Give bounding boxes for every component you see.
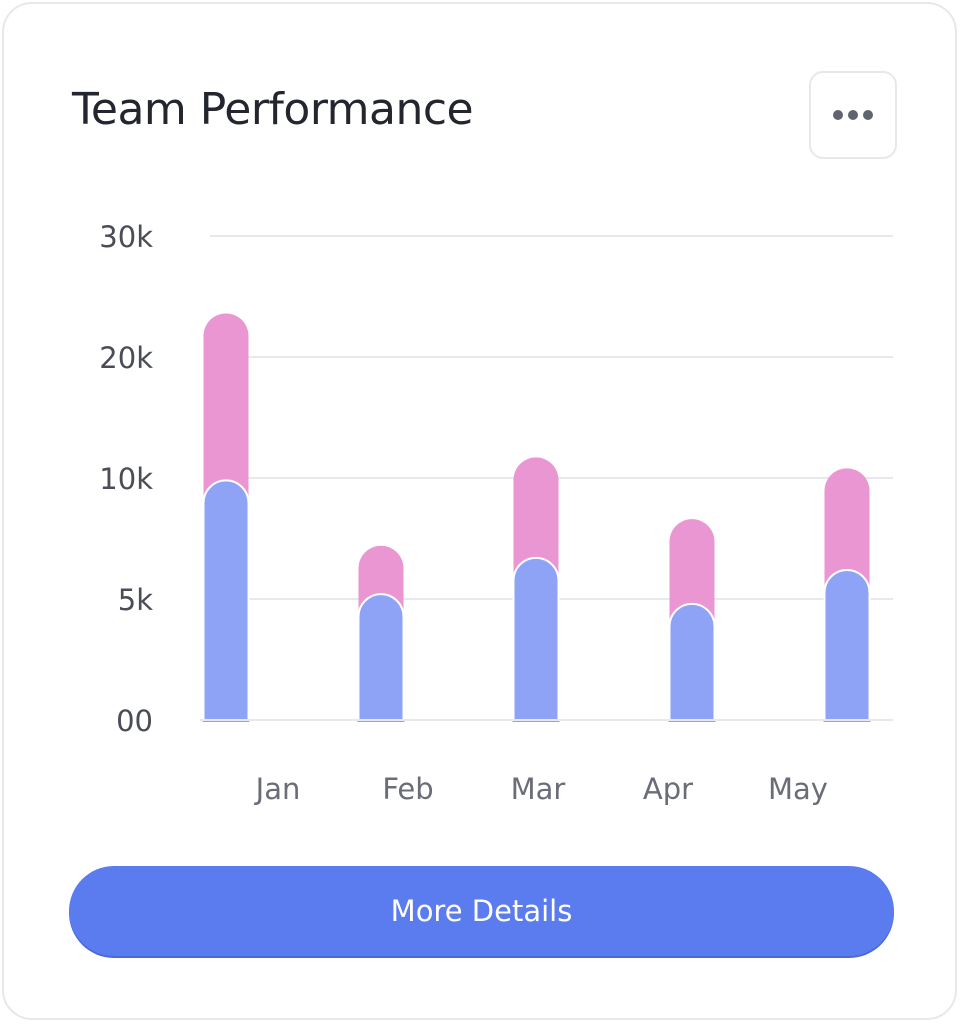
y-tick-label: 20k	[99, 341, 153, 375]
y-tick-label: 10k	[99, 462, 153, 496]
x-tick-label: Jan	[254, 772, 301, 806]
more-options-button[interactable]	[809, 71, 897, 159]
bar-segment-bottom	[202, 479, 250, 721]
bar-segment-top	[824, 468, 870, 593]
x-tick-label: Feb	[382, 772, 433, 806]
x-tick-label: Mar	[511, 772, 566, 806]
y-tick-label: 30k	[99, 220, 153, 254]
bar-segment-bottom	[512, 556, 560, 721]
x-tick-label: Apr	[643, 772, 693, 806]
bar-segment-bottom	[823, 568, 871, 721]
x-tick-label: May	[768, 772, 828, 806]
bar-segment-bottom	[357, 593, 405, 721]
y-tick-label: 00	[116, 704, 153, 738]
team-performance-chart: 00 5k 10k 20k 30k Jan Feb Mar Apr May	[99, 220, 893, 806]
more-details-button[interactable]: More Details	[69, 866, 894, 956]
more-horizontal-icon	[833, 110, 873, 120]
bar-segment-top	[513, 457, 559, 581]
bar-segment-top	[203, 313, 249, 503]
card-title: Team Performance	[72, 84, 474, 135]
more-details-label: More Details	[390, 894, 573, 928]
y-tick-label: 5k	[118, 583, 153, 617]
bar-segment-bottom	[668, 602, 716, 721]
bar-segment-top	[669, 519, 715, 627]
